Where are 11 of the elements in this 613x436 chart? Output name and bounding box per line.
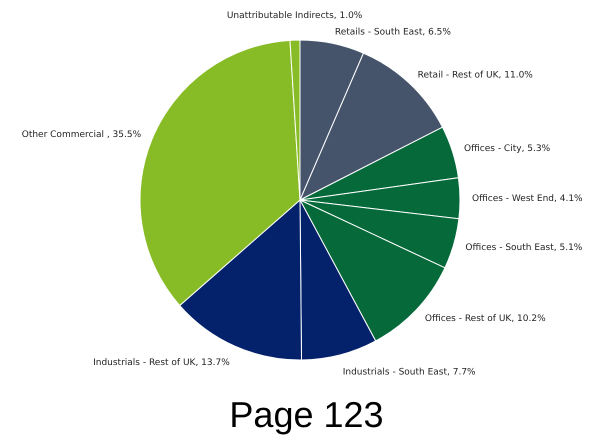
slice-label: Industrials - Rest of UK, 13.7% xyxy=(93,358,230,368)
slice-label: Retails - South East, 6.5% xyxy=(334,28,452,38)
slice-label: Other Commercial , 35.5% xyxy=(22,130,142,140)
slice-label: Industrials - South East, 7.7% xyxy=(342,368,476,378)
slice-label: Retail - Rest of UK, 11.0% xyxy=(418,70,534,81)
slice-label: Unattributable Indirects, 1.0% xyxy=(226,11,363,22)
slice-label: Offices - City, 5.3% xyxy=(464,144,551,154)
slice-label: Offices - Rest of UK, 10.2% xyxy=(424,314,546,324)
slice-label: Offices - West End, 4.1% xyxy=(472,194,584,204)
slice-label: Offices - South East, 5.1% xyxy=(465,243,583,254)
text: Page 123 xyxy=(229,394,384,435)
